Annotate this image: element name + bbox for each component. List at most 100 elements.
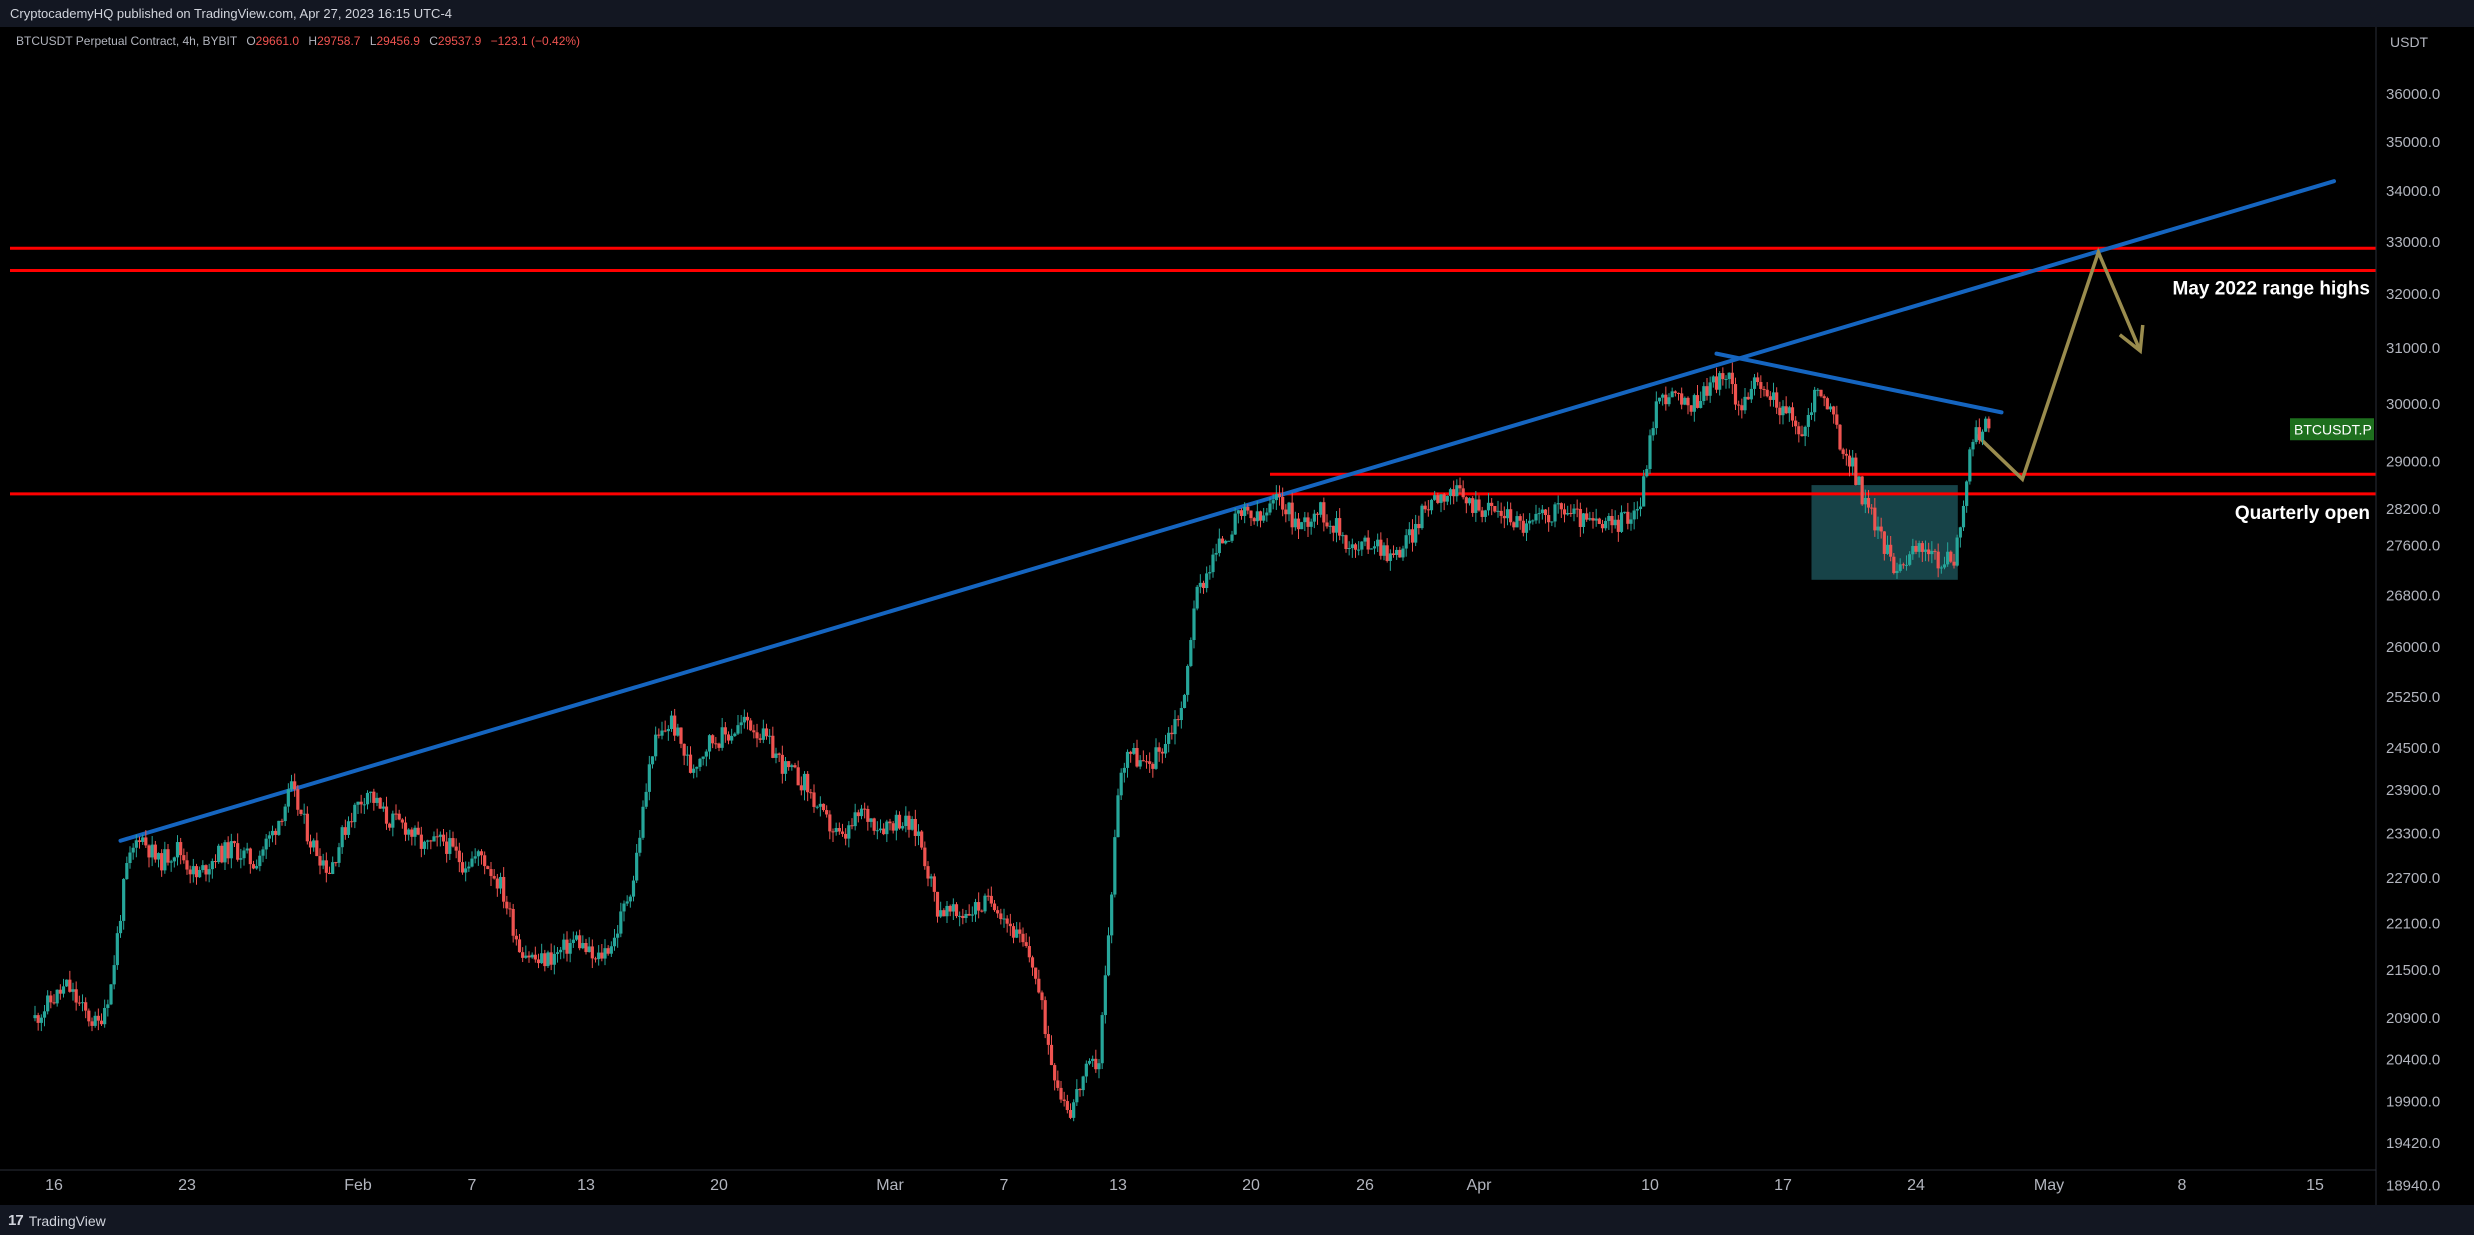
candle-body <box>964 913 968 919</box>
candle-body <box>365 792 370 805</box>
y-tick-label: 20900.0 <box>2386 1010 2440 1027</box>
y-tick-label: 18940.0 <box>2386 1178 2440 1195</box>
candle-body <box>403 822 408 835</box>
price-chart[interactable]: 32877.732448.228782.128452.0May 2022 ran… <box>0 27 2474 1205</box>
candle-body <box>1404 535 1408 549</box>
candle-body <box>1502 515 1506 519</box>
candle-body <box>736 725 740 734</box>
candle-body <box>666 728 670 732</box>
candle-body <box>483 855 487 867</box>
candle-body <box>1923 549 1928 552</box>
candle-body <box>657 734 661 736</box>
candle-body <box>1825 398 1829 410</box>
candle-body <box>1072 1102 1076 1118</box>
candle-body <box>324 860 328 873</box>
plot-area: 32877.732448.228782.128452.0May 2022 ran… <box>10 179 2455 843</box>
y-tick-label: 19900.0 <box>2386 1094 2440 1111</box>
candle-body <box>660 730 664 736</box>
candle-body <box>1110 894 1114 936</box>
candle-body <box>492 876 496 879</box>
x-tick-label: 20 <box>710 1177 728 1194</box>
candle-body <box>432 836 436 842</box>
candle-body <box>872 818 876 831</box>
candle-body <box>210 861 214 870</box>
candle-body <box>1847 455 1852 467</box>
candle-body <box>115 933 119 966</box>
candle-body <box>844 833 848 839</box>
candle-body <box>302 813 306 815</box>
candle-body <box>1439 494 1443 503</box>
y-tick-label: 27600.0 <box>2386 538 2440 555</box>
candle-body <box>1619 512 1624 532</box>
candle-body <box>1714 376 1719 390</box>
candle-body <box>1873 507 1877 531</box>
candle-body <box>524 955 528 958</box>
tradingview-brand[interactable]: 17 TradingView <box>8 1212 106 1229</box>
candle-body <box>543 953 547 967</box>
candle-body <box>1673 391 1677 393</box>
candle-body <box>1201 582 1206 589</box>
candle-body <box>245 848 249 851</box>
candle-body <box>1192 608 1196 641</box>
candle-body <box>1524 523 1529 533</box>
candle-body <box>286 789 290 807</box>
tradingview-logo-icon: 17 <box>8 1212 24 1229</box>
candle-body <box>1363 537 1367 542</box>
symbol-legend: BTCUSDT Perpetual Contract, 4h, BYBIT O2… <box>16 34 580 48</box>
candle-body <box>764 728 769 737</box>
candle-body <box>1762 388 1766 390</box>
candle-body <box>220 845 224 863</box>
candle-body <box>61 986 66 994</box>
trendline <box>118 179 2336 843</box>
candle-body <box>1426 509 1430 511</box>
candle-body <box>397 813 401 820</box>
y-tick-label: 32000.0 <box>2386 286 2440 303</box>
candle-body <box>1949 551 1953 562</box>
candle-body <box>106 1004 110 1008</box>
candle-body <box>1319 502 1323 515</box>
candle-body <box>1841 449 1845 454</box>
candle-body <box>1851 457 1855 467</box>
candle-body <box>1547 515 1551 523</box>
candle-body <box>739 722 743 726</box>
candle-body <box>638 837 642 853</box>
candle-body <box>1154 747 1158 769</box>
candle-body <box>505 901 509 909</box>
candle-body <box>1347 548 1351 550</box>
candle-body <box>1790 407 1795 421</box>
candle-body <box>704 751 708 757</box>
candle-body <box>1787 407 1791 414</box>
candle-body <box>1860 476 1864 505</box>
candle-body <box>641 806 645 838</box>
candle-body <box>1011 926 1016 938</box>
y-tick-label: 23900.0 <box>2386 782 2440 799</box>
candle-body <box>198 869 202 878</box>
candle-body <box>1528 520 1532 524</box>
y-tick-label: 30000.0 <box>2386 396 2440 413</box>
candle-body <box>270 830 275 836</box>
candle-body <box>1600 523 1605 529</box>
candle-body <box>299 809 303 814</box>
candle-body <box>600 952 604 959</box>
candle-body <box>489 869 493 877</box>
candle-body <box>182 855 186 861</box>
candle-body <box>1030 957 1035 968</box>
candle-body <box>1344 535 1348 549</box>
candle-body <box>755 732 759 739</box>
candle-body <box>201 865 205 870</box>
candle-body <box>1395 549 1399 555</box>
candle-body <box>720 727 724 748</box>
candle-body <box>939 910 943 917</box>
candle-body <box>1942 564 1947 568</box>
candle-body <box>1366 537 1370 550</box>
x-tick-label: 13 <box>577 1177 595 1194</box>
candle-body <box>682 743 686 756</box>
candle-body <box>391 813 395 828</box>
candle-body <box>1015 929 1019 938</box>
candle-body <box>1255 511 1259 522</box>
x-tick-label: 23 <box>178 1177 196 1194</box>
candle-body <box>1813 389 1817 413</box>
candle-body <box>1623 511 1627 513</box>
candle-body <box>1946 551 1950 565</box>
candle-body <box>1144 761 1149 763</box>
